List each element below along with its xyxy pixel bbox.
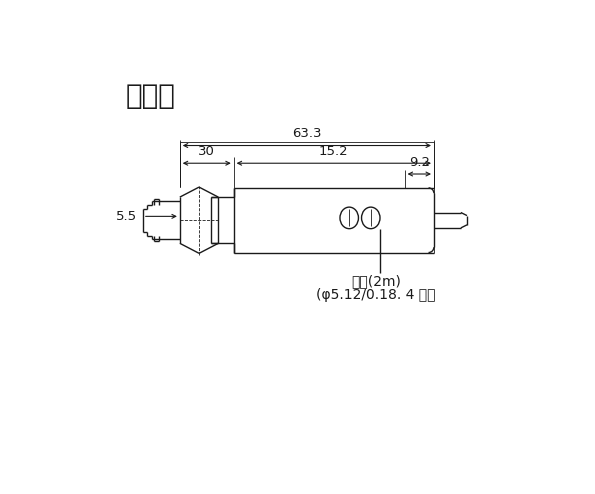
- Text: (φ5.12/0.18. 4 芯）: (φ5.12/0.18. 4 芯）: [317, 288, 436, 302]
- Text: 15.2: 15.2: [319, 145, 349, 158]
- Text: 5.5: 5.5: [115, 210, 137, 223]
- Text: 63.3: 63.3: [292, 127, 322, 140]
- Text: 电线(2m): 电线(2m): [351, 274, 401, 288]
- Text: 电缆式: 电缆式: [126, 82, 176, 110]
- Text: 9.2: 9.2: [409, 156, 430, 168]
- Text: 30: 30: [198, 145, 215, 158]
